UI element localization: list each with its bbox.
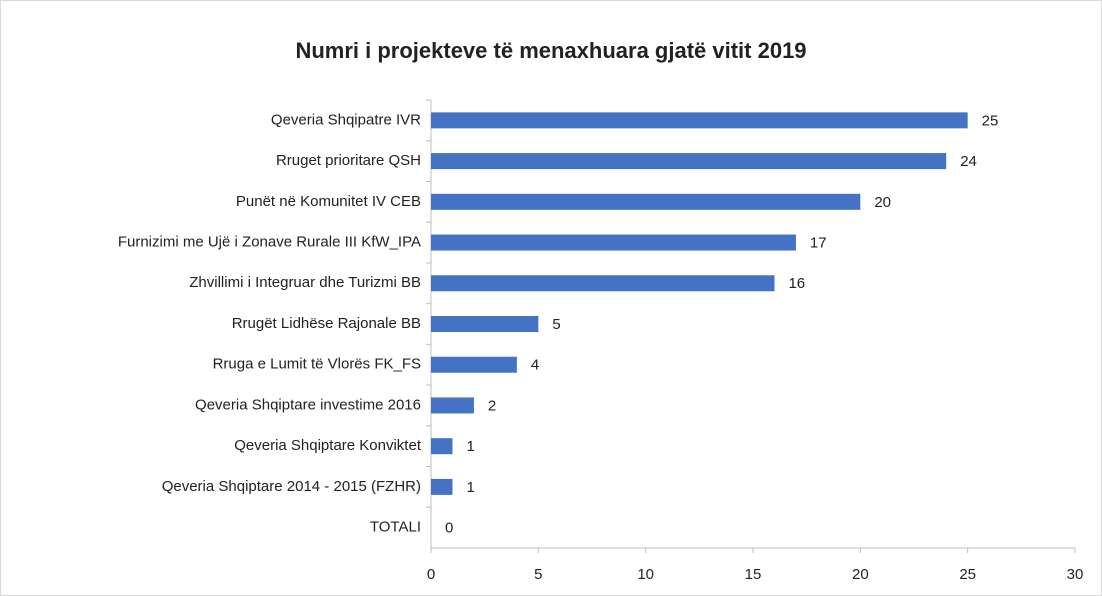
data-label: 25: [982, 112, 999, 129]
y-tick-label: Qeveria Shqiptare Konviktet: [234, 437, 422, 454]
x-tick-label: 20: [852, 566, 869, 583]
y-tick-label: Rruga e Lumit të Vlorës FK_FS: [213, 356, 421, 373]
bar: [431, 275, 775, 292]
x-tick-label: 0: [427, 566, 435, 583]
data-label: 17: [810, 235, 827, 252]
y-tick-label: Qeveria Shqiptare 2014 - 2015 (FZHR): [162, 478, 421, 495]
bar: [431, 356, 517, 373]
bar: [431, 397, 474, 414]
data-label: 24: [960, 153, 977, 170]
y-tick-label: Zhvillimi i Integruar dhe Turizmi BB: [189, 274, 421, 291]
data-label: 2: [488, 397, 496, 414]
data-label: 20: [874, 194, 891, 211]
data-label: 4: [531, 357, 539, 374]
chart-title: Numri i projekteve të menaxhuara gjatë v…: [295, 38, 806, 63]
y-tick-label: Furnizimi me Ujë i Zonave Rurale III KfW…: [118, 234, 421, 251]
x-tick-label: 10: [637, 566, 654, 583]
y-tick-label: Qeveria Shqiptare investime 2016: [195, 396, 421, 413]
bar: [431, 478, 453, 495]
y-tick-label: Rruget prioritare QSH: [276, 152, 421, 169]
x-tick-label: 15: [745, 566, 762, 583]
y-tick-label: Qeveria Shqipatre IVR: [271, 111, 421, 128]
y-tick-label: TOTALI: [370, 519, 421, 536]
data-label: 16: [788, 275, 805, 292]
bar: [431, 438, 453, 455]
data-label: 1: [466, 479, 474, 496]
y-tick-label: Rrugët Lidhëse Rajonale BB: [232, 315, 421, 332]
x-tick-label: 5: [534, 566, 542, 583]
x-tick-label: 30: [1067, 566, 1084, 583]
data-label: 1: [466, 438, 474, 455]
bar: [431, 316, 539, 332]
bar: [431, 112, 968, 129]
bar: [431, 234, 796, 251]
bar: [431, 193, 861, 210]
data-label: 5: [552, 316, 560, 333]
bar: [431, 153, 947, 170]
x-tick-label: 25: [959, 566, 976, 583]
y-tick-label: Punët në Komunitet IV CEB: [236, 193, 421, 210]
data-label: 0: [445, 520, 453, 537]
